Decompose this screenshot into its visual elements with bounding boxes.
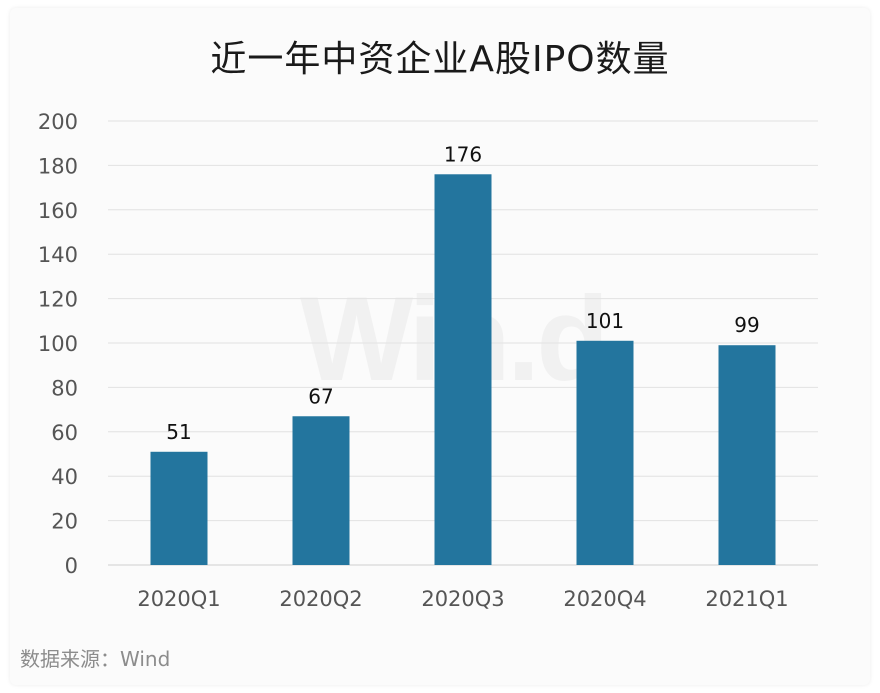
x-tick-label: 2020Q2 bbox=[279, 587, 362, 611]
chart-title: 近一年中资企业A股IPO数量 bbox=[210, 39, 670, 80]
source-note: 数据来源：Wind bbox=[20, 647, 171, 671]
y-tick-label: 40 bbox=[51, 465, 78, 489]
y-tick-label: 180 bbox=[38, 154, 78, 178]
x-tick-label: 2020Q4 bbox=[563, 587, 646, 611]
data-label: 51 bbox=[166, 420, 191, 444]
bar bbox=[718, 345, 776, 565]
y-tick-label: 0 bbox=[65, 554, 78, 578]
y-tick-label: 80 bbox=[51, 376, 78, 400]
bar bbox=[150, 451, 208, 565]
bar bbox=[576, 340, 634, 565]
x-tick-label: 2020Q3 bbox=[421, 587, 504, 611]
y-tick-label: 120 bbox=[38, 288, 78, 312]
data-label: 176 bbox=[444, 142, 482, 166]
data-label: 67 bbox=[308, 384, 333, 408]
y-tick-label: 140 bbox=[38, 243, 78, 267]
bar bbox=[292, 416, 350, 565]
y-tick-label: 160 bbox=[38, 199, 78, 223]
x-tick-label: 2021Q1 bbox=[705, 587, 788, 611]
y-tick-label: 60 bbox=[51, 421, 78, 445]
y-tick-label: 200 bbox=[38, 110, 78, 134]
y-tick-label: 20 bbox=[51, 510, 78, 534]
x-tick-label: 2020Q1 bbox=[137, 587, 220, 611]
y-tick-label: 100 bbox=[38, 332, 78, 356]
data-label: 99 bbox=[734, 313, 759, 337]
bar bbox=[434, 174, 492, 565]
data-label: 101 bbox=[586, 309, 624, 333]
